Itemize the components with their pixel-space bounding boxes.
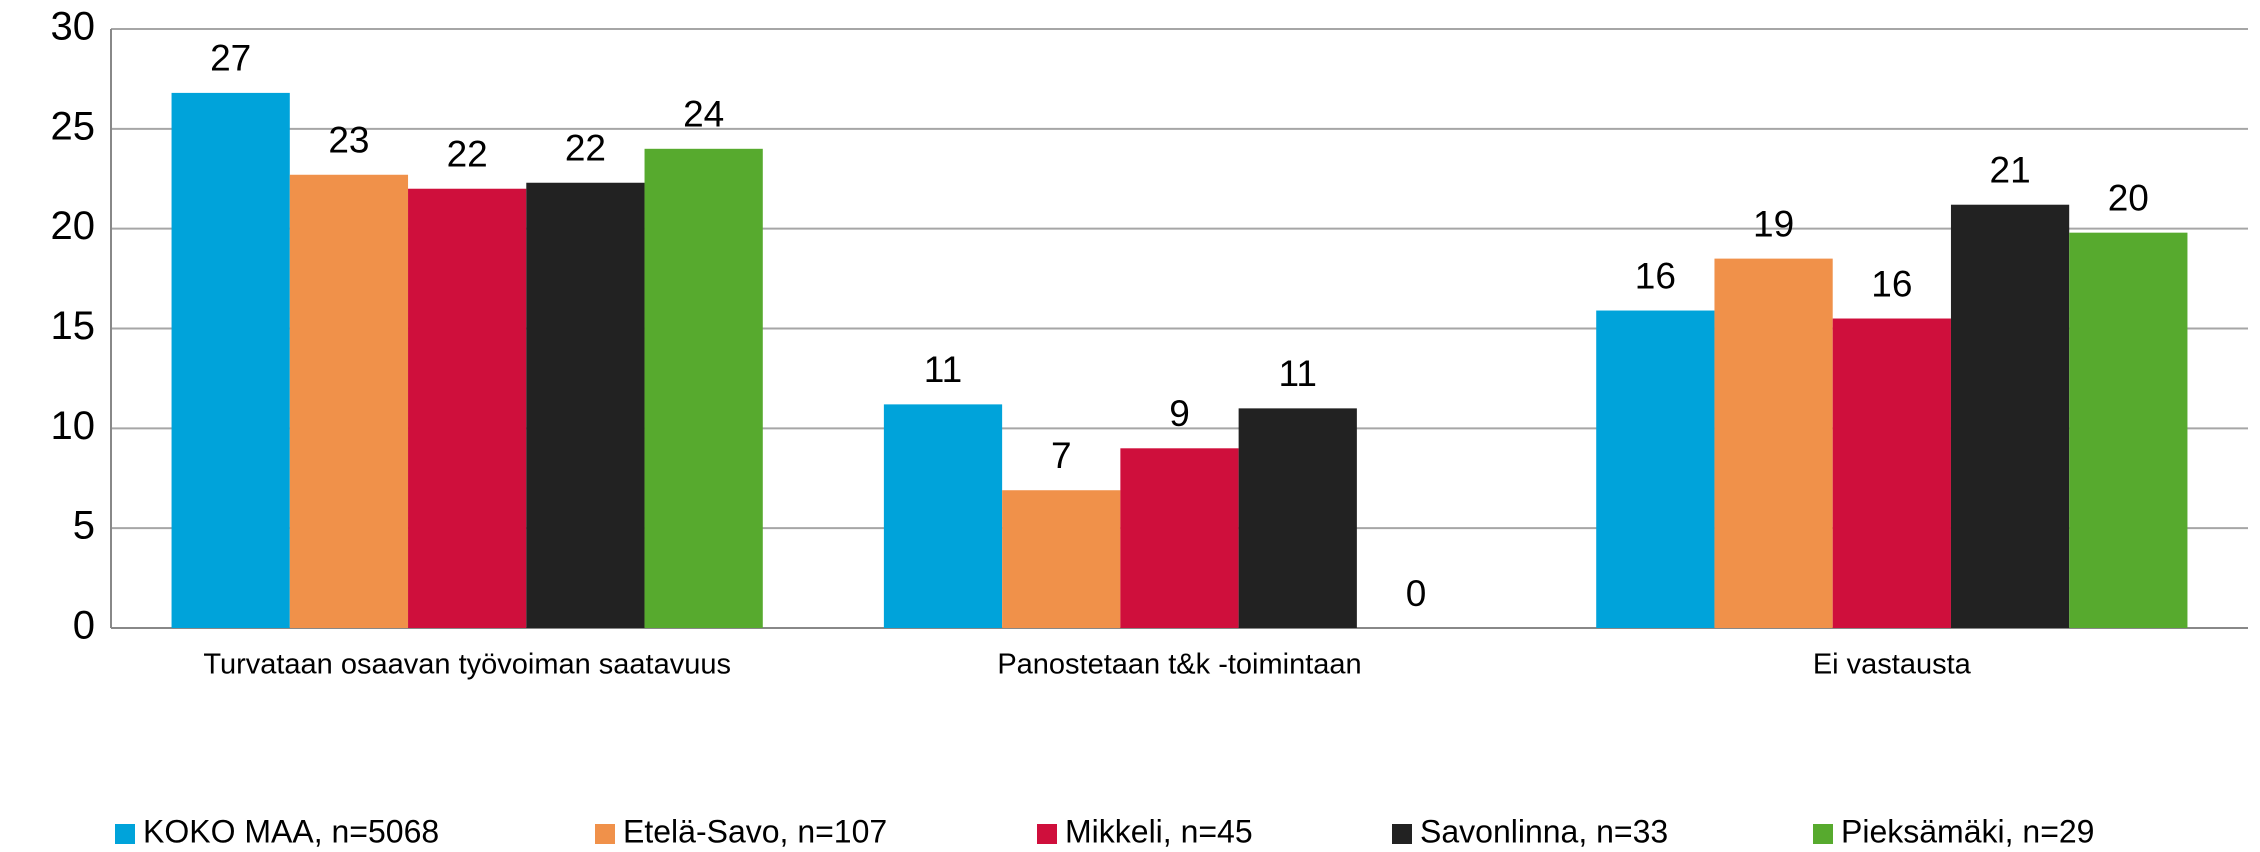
legend-label: Savonlinna, n=33 (1420, 813, 1668, 849)
x-tick-label: Ei vastausta (1813, 649, 1972, 681)
data-label: 20 (2108, 177, 2149, 218)
data-label: 7 (1051, 435, 1072, 476)
bar (883, 404, 1003, 628)
data-label: 11 (1279, 353, 1317, 394)
y-tick-label: 5 (73, 504, 95, 548)
legend-label: KOKO MAA, n=5068 (143, 813, 439, 849)
y-tick-label: 20 (51, 204, 96, 248)
bar (1596, 310, 1715, 628)
bar (1002, 490, 1121, 628)
legend-swatch (115, 824, 135, 844)
bar (526, 182, 645, 628)
bar (1832, 318, 1951, 628)
data-label: 21 (1990, 149, 2031, 190)
x-tick-label: Panostetaan t&k -toimintaan (997, 649, 1361, 681)
bar (1120, 448, 1239, 628)
legend-swatch (1392, 824, 1412, 844)
y-tick-label: 0 (73, 604, 95, 648)
legend-label: Pieksämäki, n=29 (1841, 813, 2094, 849)
data-label: 22 (447, 134, 488, 175)
bar (171, 92, 290, 629)
data-label: 11 (924, 349, 962, 390)
bar (1238, 408, 1357, 628)
legend-label: Mikkeli, n=45 (1065, 813, 1253, 849)
data-label: 9 (1169, 393, 1190, 434)
y-tick-label: 30 (51, 5, 96, 49)
bar (1950, 204, 2070, 628)
bar (289, 174, 409, 629)
data-label: 16 (1635, 255, 1676, 296)
legend-swatch (595, 824, 615, 844)
legend-label: Etelä-Savo, n=107 (623, 813, 887, 849)
data-label: 19 (1753, 203, 1794, 244)
legend-swatch (1037, 824, 1057, 844)
y-tick-label: 10 (51, 404, 96, 448)
data-label: 23 (328, 120, 369, 161)
data-label: 16 (1871, 263, 1912, 304)
bar (408, 188, 527, 628)
data-label: 24 (683, 94, 724, 135)
y-tick-label: 15 (51, 304, 96, 348)
data-label: 22 (565, 128, 606, 169)
bar (2069, 232, 2188, 628)
x-tick-label: Turvataan osaavan työvoiman saatavuus (203, 649, 731, 681)
data-label: 27 (210, 38, 251, 79)
bar (644, 148, 763, 629)
y-tick-label: 25 (51, 104, 96, 148)
legend-swatch (1813, 824, 1833, 844)
data-label: 0 (1406, 573, 1427, 614)
bar (1714, 258, 1833, 628)
